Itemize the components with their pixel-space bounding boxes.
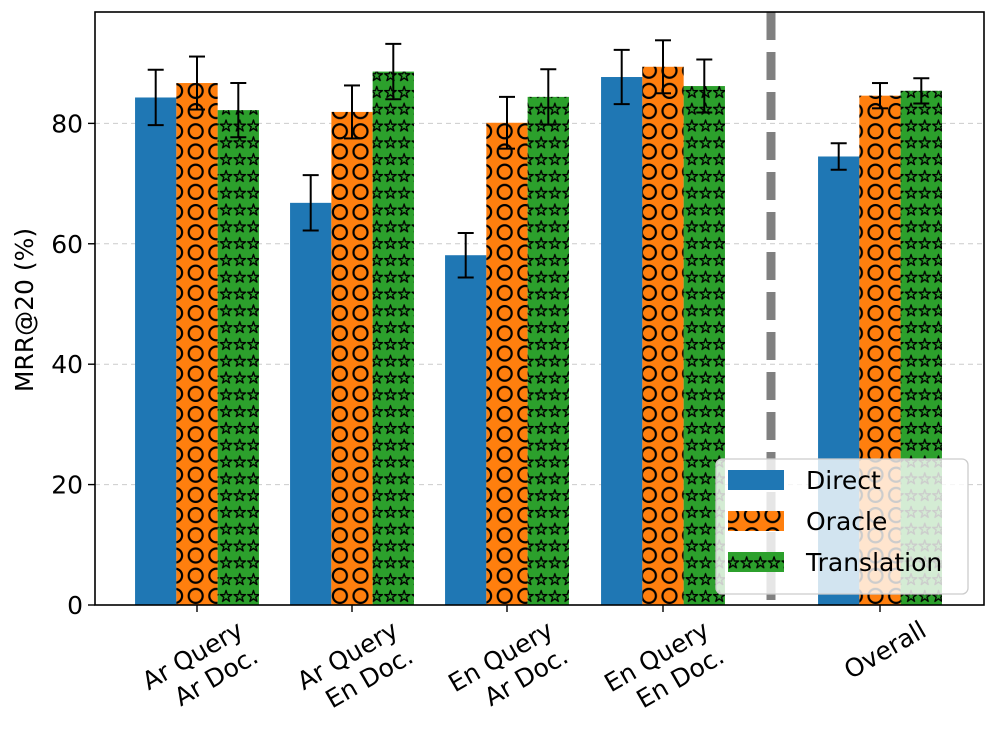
legend-swatch-direct <box>728 470 784 490</box>
x-tick-label: Overall <box>839 615 931 685</box>
legend-label-translation: Translation <box>805 548 942 577</box>
bar-oracle-0-hatch <box>176 83 218 605</box>
error-bar-translation-4 <box>913 77 930 105</box>
error-bar-direct-3 <box>613 48 630 106</box>
bar-direct-0 <box>135 97 177 605</box>
error-bar-oracle-2 <box>499 95 515 150</box>
y-tick-label: 60 <box>51 230 83 259</box>
error-bars <box>147 39 930 279</box>
bar-translation-1-hatch <box>372 71 414 605</box>
bars <box>135 66 942 606</box>
legend-label-direct: Direct <box>806 466 881 495</box>
y-axis-label: MRR@20 (%) <box>10 228 39 392</box>
y-tick-label: 0 <box>67 591 83 620</box>
error-bar-oracle-4 <box>872 82 888 110</box>
plot-frame <box>94 11 985 606</box>
error-bar-direct-0 <box>147 68 164 127</box>
y-tick-label: 20 <box>51 471 83 500</box>
y-axis: 0 20 40 60 80 <box>51 109 95 620</box>
error-bar-oracle-0 <box>189 55 205 111</box>
legend: Direct Oracle Translation <box>715 458 969 595</box>
x-tick-label: Ar QueryAr Doc. <box>137 615 263 722</box>
legend-item-translation: Translation <box>728 548 942 577</box>
x-tick-label: En QueryEn Doc. <box>599 615 729 724</box>
bar-direct-3 <box>601 77 643 605</box>
error-bar-translation-3 <box>696 58 713 114</box>
error-bar-oracle-1 <box>344 84 360 140</box>
bar-direct-1 <box>290 202 332 605</box>
error-bar-direct-2 <box>457 231 474 279</box>
bar-direct-2 <box>445 255 487 605</box>
bar-oracle-3-hatch <box>642 66 684 605</box>
error-bar-direct-1 <box>302 174 319 232</box>
bar-translation-0-hatch <box>217 110 259 605</box>
x-tick-label: Ar QueryEn Doc. <box>292 615 418 722</box>
legend-item-direct: Direct <box>728 466 881 495</box>
y-tick-label: 80 <box>51 109 83 138</box>
y-tick-label: 40 <box>51 350 83 379</box>
x-tick-label: En QueryAr Doc. <box>443 615 573 724</box>
legend-label-oracle: Oracle <box>806 507 887 536</box>
bar-oracle-1-hatch <box>331 111 373 605</box>
x-axis: Ar QueryAr Doc. Ar QueryEn Doc. En QueryAr… <box>137 605 931 724</box>
bar-translation-2-hatch <box>527 96 569 605</box>
error-bar-translation-2 <box>540 68 557 126</box>
bar-oracle-2-hatch <box>486 122 528 605</box>
legend-item-oracle: Oracle <box>728 507 887 536</box>
error-bar-direct-4 <box>830 142 847 171</box>
error-bar-translation-0 <box>230 82 247 139</box>
error-bar-oracle-3 <box>655 39 671 95</box>
error-bar-translation-1 <box>385 42 402 101</box>
